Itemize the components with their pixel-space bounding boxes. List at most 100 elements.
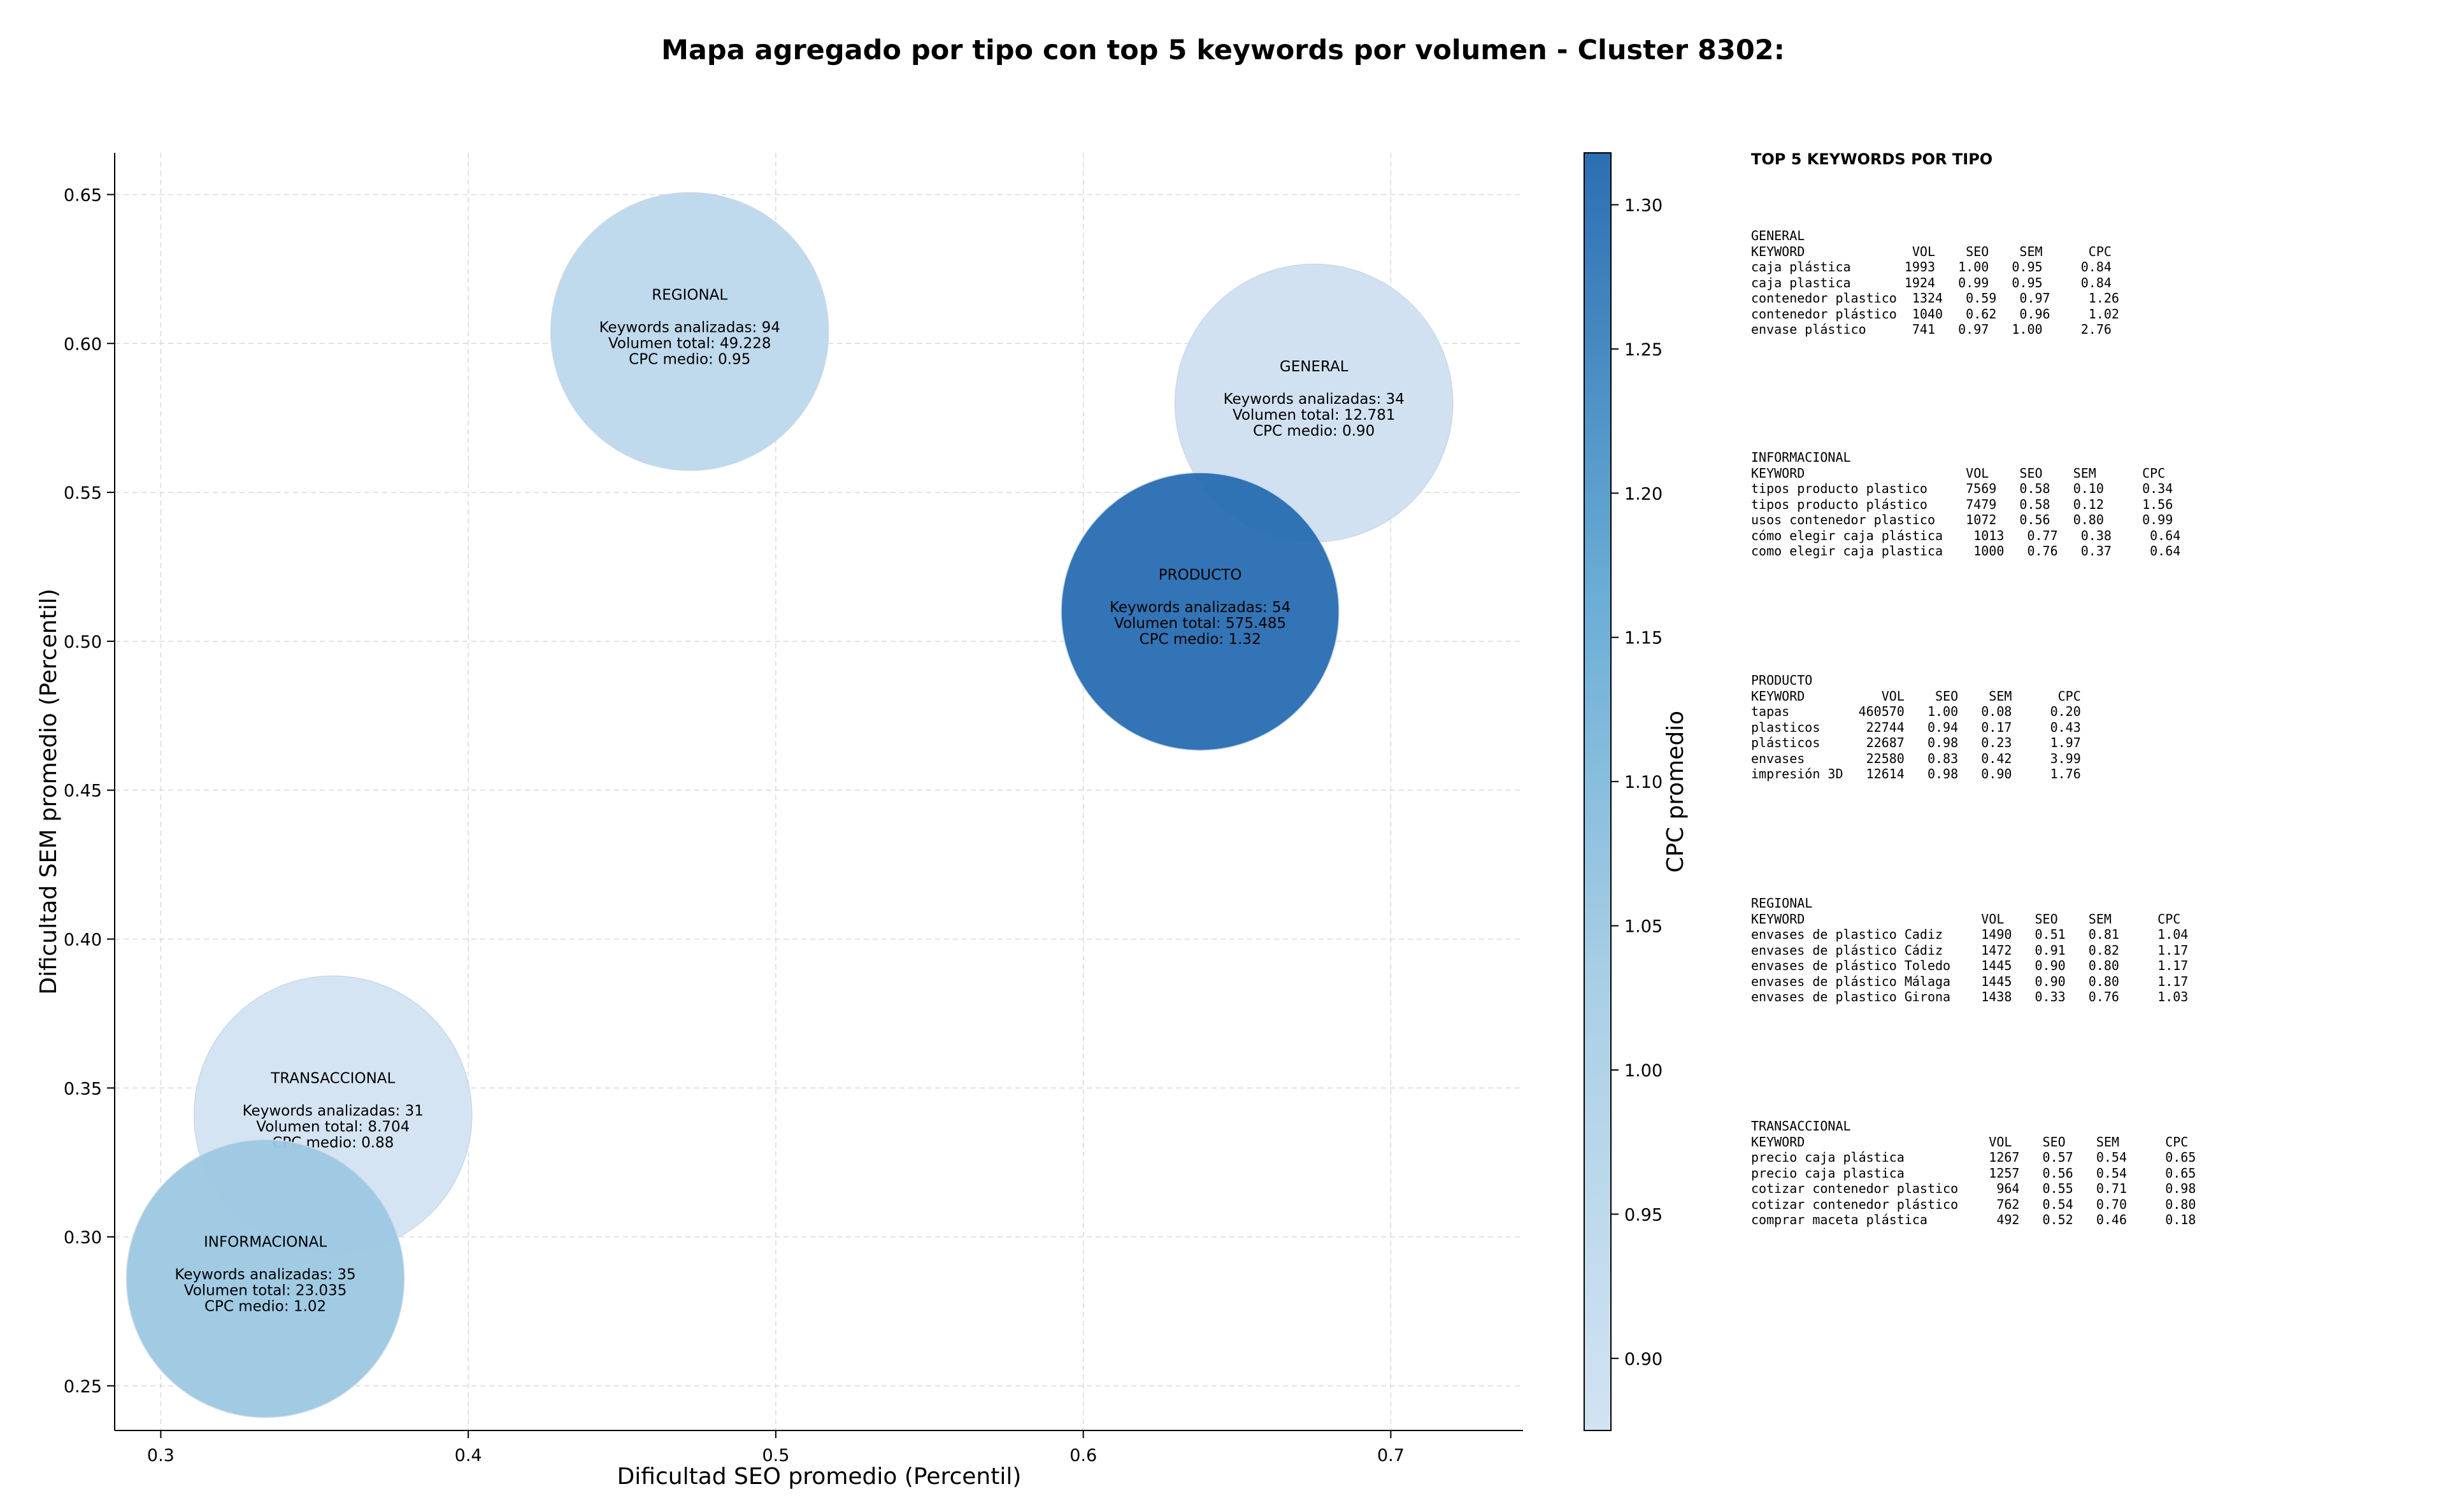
keyword-row: usos contenedor plastico 1072 0.56 0.80 … bbox=[1751, 512, 2173, 527]
bubble-label-cpc-line: CPC medio: 1.32 bbox=[1140, 631, 1261, 648]
keyword-row: envases de plastico Cadiz 1490 0.51 0.81… bbox=[1751, 927, 2189, 942]
y-tick-label: 0.30 bbox=[64, 1228, 102, 1248]
colorbar-tick-label: 1.20 bbox=[1624, 484, 1663, 504]
keyword-row: cotizar contenedor plastico 964 0.55 0.7… bbox=[1751, 1181, 2196, 1196]
top-keywords-panel: TOP 5 KEYWORDS POR TIPO GENERAL KEYWORD V… bbox=[1751, 150, 2196, 1227]
x-ticks: 0.3 0.4 0.5 0.6 0.7 bbox=[147, 1430, 1405, 1466]
keyword-row: plásticos 22687 0.98 0.23 1.97 bbox=[1751, 735, 2081, 750]
colorbar-tick-label: 1.30 bbox=[1624, 196, 1663, 216]
bubble-label-name: INFORMACIONAL bbox=[204, 1234, 327, 1251]
colorbar-tick-label: 1.15 bbox=[1624, 629, 1663, 648]
y-ticks: 0.25 0.30 0.35 0.40 0.45 0.50 0.55 0.60 0.65 bbox=[64, 185, 115, 1397]
bubble-label-cpc-line: CPC medio: 0.90 bbox=[1253, 423, 1375, 439]
colorbar-tick-label: 1.25 bbox=[1624, 340, 1663, 360]
keyword-row: tipos producto plastico 7569 0.58 0.10 0… bbox=[1751, 481, 2173, 496]
x-axis-label: Dificultad SEO promedio (Percentil) bbox=[617, 1464, 1022, 1490]
y-tick-label: 0.50 bbox=[64, 632, 102, 652]
keyword-row: envase plástico 741 0.97 1.00 2.76 bbox=[1751, 322, 2112, 337]
keyword-group-informacional: INFORMACIONAL KEYWORD VOL SEO SEM CPC tipo… bbox=[1751, 450, 2180, 559]
colorbar-tick-label: 0.90 bbox=[1624, 1350, 1663, 1369]
keyword-group-producto: PRODUCTO KEYWORD VOL SEO SEM CPC tapas 460… bbox=[1751, 673, 2081, 782]
bubble-circle bbox=[550, 192, 829, 471]
y-tick-label: 0.35 bbox=[64, 1079, 102, 1099]
keyword-row: tapas 460570 1.00 0.08 0.20 bbox=[1751, 704, 2081, 719]
bubble-label-cpc-line: CPC medio: 1.02 bbox=[204, 1299, 326, 1315]
colorbar-tick-label: 1.05 bbox=[1624, 917, 1663, 937]
colorbar-gradient bbox=[1584, 152, 1612, 1431]
colorbar-tick-label: 0.95 bbox=[1624, 1205, 1663, 1225]
keyword-row: tipos producto plástico 7479 0.58 0.12 1… bbox=[1751, 496, 2173, 512]
keyword-row: precio caja plástica 1267 0.57 0.54 0.65 bbox=[1751, 1150, 2196, 1165]
keyword-table-header: KEYWORD VOL SEO SEM CPC bbox=[1751, 465, 2166, 481]
keyword-row: envases 22580 0.83 0.42 3.99 bbox=[1751, 750, 2081, 766]
keyword-group-name: REGIONAL bbox=[1751, 895, 1813, 911]
keyword-row: cotizar contenedor plástico 762 0.54 0.7… bbox=[1751, 1196, 2196, 1212]
keyword-table-header: KEYWORD VOL SEO SEM CPC bbox=[1751, 243, 2112, 259]
bubble-label-vol-line: Volumen total: 49.228 bbox=[608, 336, 771, 352]
colorbar-ticks: 0.90 0.95 1.00 1.05 1.10 1.15 1.20 1.25 1.30 bbox=[1611, 196, 1663, 1369]
keyword-row: comprar maceta plástica 492 0.52 0.46 0.… bbox=[1751, 1212, 2196, 1227]
keyword-row: cómo elegir caja plástica 1013 0.77 0.38… bbox=[1751, 527, 2181, 543]
keyword-row: contenedor plástico 1040 0.62 0.96 1.02 bbox=[1751, 306, 2119, 322]
keyword-group-name: GENERAL bbox=[1751, 228, 1805, 243]
y-tick-label: 0.25 bbox=[64, 1377, 102, 1397]
bubble-circle bbox=[1061, 472, 1340, 751]
keyword-row: envases de plastico Girona 1438 0.33 0.7… bbox=[1751, 989, 2189, 1004]
y-tick-label: 0.65 bbox=[64, 185, 102, 205]
y-tick-label: 0.55 bbox=[64, 483, 102, 503]
keyword-group-regional: REGIONAL KEYWORD VOL SEO SEM CPC envases d… bbox=[1751, 895, 2188, 1005]
top-keywords-heading: TOP 5 KEYWORDS POR TIPO bbox=[1751, 150, 1993, 168]
colorbar-label: CPC promedio bbox=[1663, 711, 1689, 873]
bubble-label-kw-line: Keywords analizadas: 54 bbox=[1110, 599, 1291, 616]
bubble-label-kw-line: Keywords analizadas: 31 bbox=[243, 1102, 424, 1119]
bubble-label-kw-line: Keywords analizadas: 94 bbox=[599, 320, 780, 336]
bubble-label-name: GENERAL bbox=[1280, 359, 1348, 375]
bubble-label-kw-line: Keywords analizadas: 35 bbox=[175, 1267, 355, 1283]
keyword-group-name: TRANSACCIONAL bbox=[1751, 1118, 1851, 1134]
keyword-group-transaccional: TRANSACCIONAL KEYWORD VOL SEO SEM CPC prec… bbox=[1751, 1118, 2196, 1228]
keyword-table-header: KEYWORD VOL SEO SEM CPC bbox=[1751, 688, 2081, 704]
keyword-row: envases de plástico Toledo 1445 0.90 0.8… bbox=[1751, 958, 2189, 973]
bubble-label-vol-line: Volumen total: 12.781 bbox=[1233, 407, 1396, 424]
keyword-table-header: KEYWORD VOL SEO SEM CPC bbox=[1751, 911, 2181, 927]
bubble-label-vol-line: Volumen total: 23.035 bbox=[184, 1283, 347, 1299]
keyword-row: caja plastica 1924 0.99 0.95 0.84 bbox=[1751, 275, 2112, 290]
keyword-row: envases de plástico Málaga 1445 0.90 0.8… bbox=[1751, 973, 2189, 989]
bubble-label-name: TRANSACCIONAL bbox=[270, 1070, 395, 1087]
x-tick-label: 0.5 bbox=[762, 1446, 789, 1466]
bubble-informacional: INFORMACIONAL Keywords analizadas: 35Volu… bbox=[125, 1139, 405, 1418]
x-tick-label: 0.7 bbox=[1377, 1446, 1405, 1466]
axes bbox=[114, 153, 1523, 1431]
colorbar-tick-label: 1.10 bbox=[1624, 773, 1663, 792]
x-tick-label: 0.6 bbox=[1069, 1446, 1097, 1466]
keyword-row: contenedor plastico 1324 0.59 0.97 1.26 bbox=[1751, 290, 2119, 306]
bubble-label-kw-line: Keywords analizadas: 34 bbox=[1224, 391, 1405, 408]
keyword-group-name: PRODUCTO bbox=[1751, 673, 1813, 688]
y-tick-label: 0.45 bbox=[64, 781, 102, 801]
x-tick-label: 0.3 bbox=[147, 1446, 175, 1466]
bubble-label-name: REGIONAL bbox=[652, 287, 727, 304]
keyword-row: envases de plástico Cádiz 1472 0.91 0.82… bbox=[1751, 942, 2189, 958]
keyword-row: impresión 3D 12614 0.98 0.90 1.76 bbox=[1751, 766, 2081, 781]
colorbar-tick-label: 1.00 bbox=[1624, 1061, 1663, 1081]
bubble-label-vol-line: Volumen total: 8.704 bbox=[256, 1118, 410, 1135]
y-tick-label: 0.40 bbox=[64, 930, 102, 950]
bubble-label-name: PRODUCTO bbox=[1159, 567, 1242, 583]
x-tick-label: 0.4 bbox=[455, 1446, 482, 1466]
keyword-row: caja plástica 1993 1.00 0.95 0.84 bbox=[1751, 259, 2112, 275]
keyword-group-name: INFORMACIONAL bbox=[1751, 450, 1851, 465]
keyword-row: como elegir caja plastica 1000 0.76 0.37… bbox=[1751, 543, 2181, 559]
chart-title: Mapa agregado por tipo con top 5 keyword… bbox=[661, 34, 1785, 66]
colorbar: 0.90 0.95 1.00 1.05 1.10 1.15 1.20 1.25 1.30 CPC… bbox=[1584, 152, 1689, 1431]
keyword-row: plasticos 22744 0.94 0.17 0.43 bbox=[1751, 719, 2081, 735]
bubble-circle bbox=[125, 1139, 405, 1418]
y-tick-label: 0.60 bbox=[64, 334, 102, 354]
bubble-label-vol-line: Volumen total: 575.485 bbox=[1114, 615, 1286, 632]
keyword-group-general: GENERAL KEYWORD VOL SEO SEM CPC caja plást… bbox=[1751, 228, 2119, 338]
keyword-row: precio caja plastica 1257 0.56 0.54 0.65 bbox=[1751, 1165, 2196, 1181]
